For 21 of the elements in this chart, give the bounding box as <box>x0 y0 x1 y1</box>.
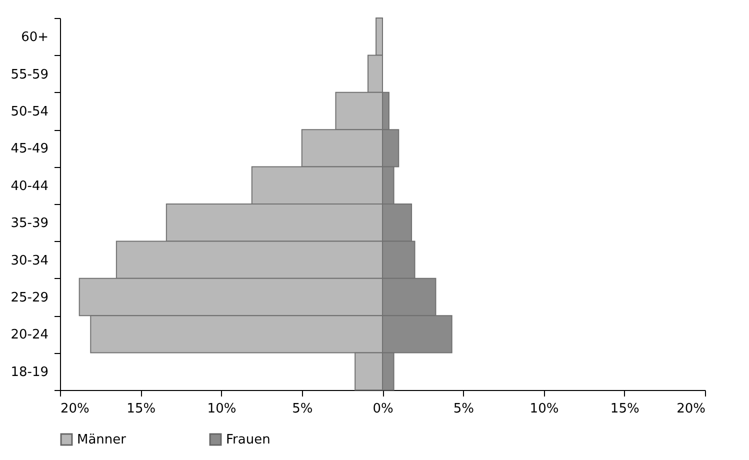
y-tick-label: 45-49 <box>10 142 48 157</box>
y-tick-label: 30-34 <box>10 253 48 268</box>
x-tick-label: 5% <box>292 402 313 416</box>
x-tick-label: 0% <box>372 402 394 416</box>
legend-label: Männer <box>77 432 127 448</box>
y-tick-label: 20-24 <box>10 328 48 343</box>
y-tick-label: 60+ <box>21 30 48 46</box>
x-tick-label: 15% <box>126 402 156 416</box>
x-tick-label: 5% <box>453 402 474 416</box>
y-tick-label: 18-19 <box>10 364 48 380</box>
y-tick-label: 50-54 <box>10 104 48 120</box>
x-tick-label: 20% <box>676 402 706 416</box>
y-tick-label: 25-29 <box>10 290 48 306</box>
x-tick-label: 20% <box>60 402 90 416</box>
y-tick-label: 55-59 <box>10 67 48 82</box>
y-tick-label: 35-39 <box>10 216 48 232</box>
legend-label: Frauen <box>226 432 270 448</box>
x-tick-label: 10% <box>530 402 559 416</box>
x-tick-label: 10% <box>207 402 236 416</box>
x-tick-label: 15% <box>610 402 640 416</box>
y-tick-label: 40-44 <box>10 178 48 194</box>
